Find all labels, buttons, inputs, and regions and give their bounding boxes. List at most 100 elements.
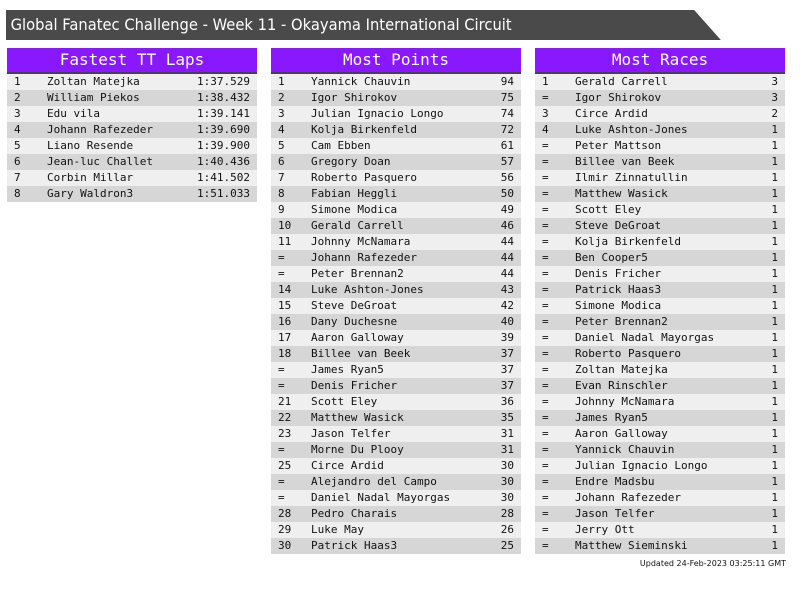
table-row: 28 Pedro Charais 28 <box>271 506 521 522</box>
table-row: 2 Igor Shirokov 75 <box>271 90 521 106</box>
table-row: 1 Yannick Chauvin 94 <box>271 74 521 90</box>
position: = <box>542 379 549 392</box>
position: = <box>278 443 285 456</box>
table-row: 23 Jason Telfer 31 <box>271 426 521 442</box>
table-header: Fastest TT Laps <box>7 48 257 74</box>
value: 1 <box>771 507 778 520</box>
position: 4 <box>542 123 549 136</box>
position: 4 <box>278 123 285 136</box>
position: 4 <box>14 123 21 136</box>
driver-name: Billee van Beek <box>311 347 411 360</box>
driver-name: Zoltan Matejka <box>575 363 668 376</box>
position: 8 <box>14 187 21 200</box>
table-row: 15 Steve DeGroat 42 <box>271 298 521 314</box>
table-row: 4 Kolja Birkenfeld 72 <box>271 122 521 138</box>
position: = <box>542 267 549 280</box>
value: 1 <box>771 187 778 200</box>
table-row: 6 Jean-luc Challet 1:40.436 <box>7 154 257 170</box>
table-row: = Johann Rafezeder 44 <box>271 250 521 266</box>
table-row: 5 Liano Resende 1:39.900 <box>7 138 257 154</box>
value: 1 <box>771 299 778 312</box>
table-body: 1 Zoltan Matejka 1:37.529 2 William Piekos 1:… <box>7 74 257 202</box>
table-body: 1 Gerald Carrell 3 = Igor Shirokov 3 3 Circe Ar… <box>535 74 785 554</box>
driver-name: Patrick Haas3 <box>575 283 662 296</box>
position: = <box>542 523 549 536</box>
most-races-table: Most Races 1 Gerald Carrell 3 = Igor Shirokov… <box>535 48 785 554</box>
position: = <box>542 427 549 440</box>
position: = <box>278 379 285 392</box>
driver-name: Alejandro del Campo <box>311 475 437 488</box>
value: 57 <box>500 155 514 168</box>
table-row: = Kolja Birkenfeld 1 <box>535 234 785 250</box>
driver-name: Scott Eley <box>311 395 378 408</box>
table-header: Most Points <box>271 48 521 74</box>
position: = <box>542 539 549 552</box>
position: = <box>542 315 549 328</box>
fastest-tt-laps-table: Fastest TT Laps 1 Zoltan Matejka 1:37.529 2 W… <box>7 48 257 202</box>
position: 15 <box>278 299 292 312</box>
position: 1 <box>542 75 549 88</box>
position: 5 <box>14 139 21 152</box>
table-row: 16 Dany Duchesne 40 <box>271 314 521 330</box>
position: = <box>542 331 549 344</box>
table-row: 3 Circe Ardid 2 <box>535 106 785 122</box>
value: 1:39.690 <box>197 123 250 136</box>
table-row: = Johnny McNamara 1 <box>535 394 785 410</box>
table-row: 18 Billee van Beek 37 <box>271 346 521 362</box>
value: 1:37.529 <box>197 75 250 88</box>
driver-name: Morne Du Plooy <box>311 443 404 456</box>
driver-name: Roberto Pasquero <box>575 347 681 360</box>
value: 44 <box>500 267 514 280</box>
driver-name: Roberto Pasquero <box>311 171 417 184</box>
value: 40 <box>500 315 514 328</box>
value: 1 <box>771 427 778 440</box>
position: 11 <box>278 235 292 248</box>
table-row: = Aaron Galloway 1 <box>535 426 785 442</box>
driver-name: Peter Brennan2 <box>575 315 668 328</box>
value: 1 <box>771 347 778 360</box>
driver-name: Julian Ignacio Longo <box>575 459 708 472</box>
position: = <box>542 491 549 504</box>
position: 5 <box>278 139 285 152</box>
driver-name: Jean-luc Challet <box>47 155 153 168</box>
driver-name: Steve DeGroat <box>311 299 398 312</box>
driver-name: Evan Rinschler <box>575 379 668 392</box>
table-row: = Alejandro del Campo 30 <box>271 474 521 490</box>
value: 2 <box>771 107 778 120</box>
position: = <box>542 347 549 360</box>
driver-name: Matthew Wasick <box>575 187 668 200</box>
value: 72 <box>500 123 514 136</box>
driver-name: Johnny McNamara <box>311 235 411 248</box>
table-row: = Roberto Pasquero 1 <box>535 346 785 362</box>
position: 3 <box>278 107 285 120</box>
table-row: 6 Gregory Doan 57 <box>271 154 521 170</box>
position: 17 <box>278 331 292 344</box>
driver-name: Endre Madsbu <box>575 475 655 488</box>
value: 3 <box>771 75 778 88</box>
driver-name: Igor Shirokov <box>311 91 398 104</box>
position: 28 <box>278 507 292 520</box>
position: = <box>542 251 549 264</box>
position: 23 <box>278 427 292 440</box>
value: 94 <box>500 75 514 88</box>
driver-name: Gregory Doan <box>311 155 391 168</box>
table-row: = Patrick Haas3 1 <box>535 282 785 298</box>
position: 3 <box>542 107 549 120</box>
table-row: = James Ryan5 37 <box>271 362 521 378</box>
driver-name: Edu vila <box>47 107 100 120</box>
value: 1:39.141 <box>197 107 250 120</box>
position: 6 <box>14 155 21 168</box>
position: = <box>542 475 549 488</box>
value: 1 <box>771 203 778 216</box>
value: 43 <box>500 283 514 296</box>
table-row: = James Ryan5 1 <box>535 410 785 426</box>
driver-name: Billee van Beek <box>575 155 675 168</box>
driver-name: Luke Ashton-Jones <box>311 283 424 296</box>
position: 14 <box>278 283 292 296</box>
driver-name: Yannick Chauvin <box>311 75 411 88</box>
position: = <box>278 491 285 504</box>
driver-name: Yannick Chauvin <box>575 443 675 456</box>
table-row: = Ilmir Zinnatullin 1 <box>535 170 785 186</box>
position: 29 <box>278 523 292 536</box>
driver-name: Johnny McNamara <box>575 395 675 408</box>
